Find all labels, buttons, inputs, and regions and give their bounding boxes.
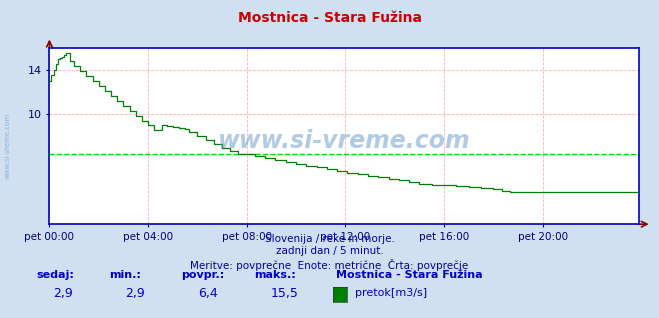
Text: sedaj:: sedaj:: [36, 270, 74, 280]
Text: maks.:: maks.:: [254, 270, 295, 280]
Text: povpr.:: povpr.:: [181, 270, 225, 280]
Text: www.si-vreme.com: www.si-vreme.com: [5, 113, 11, 179]
Text: min.:: min.:: [109, 270, 140, 280]
Text: 2,9: 2,9: [53, 287, 72, 300]
Text: Mostnica - Stara Fužina: Mostnica - Stara Fužina: [237, 11, 422, 25]
Text: 6,4: 6,4: [198, 287, 217, 300]
Text: zadnji dan / 5 minut.: zadnji dan / 5 minut.: [275, 246, 384, 256]
Text: 2,9: 2,9: [125, 287, 145, 300]
Text: www.si-vreme.com: www.si-vreme.com: [218, 129, 471, 153]
Text: Mostnica - Stara Fužina: Mostnica - Stara Fužina: [336, 270, 482, 280]
Text: 15,5: 15,5: [270, 287, 298, 300]
Text: pretok[m3/s]: pretok[m3/s]: [355, 288, 426, 298]
Text: Meritve: povprečne  Enote: metrične  Črta: povprečje: Meritve: povprečne Enote: metrične Črta:…: [190, 259, 469, 271]
Text: Slovenija / reke in morje.: Slovenija / reke in morje.: [264, 234, 395, 244]
